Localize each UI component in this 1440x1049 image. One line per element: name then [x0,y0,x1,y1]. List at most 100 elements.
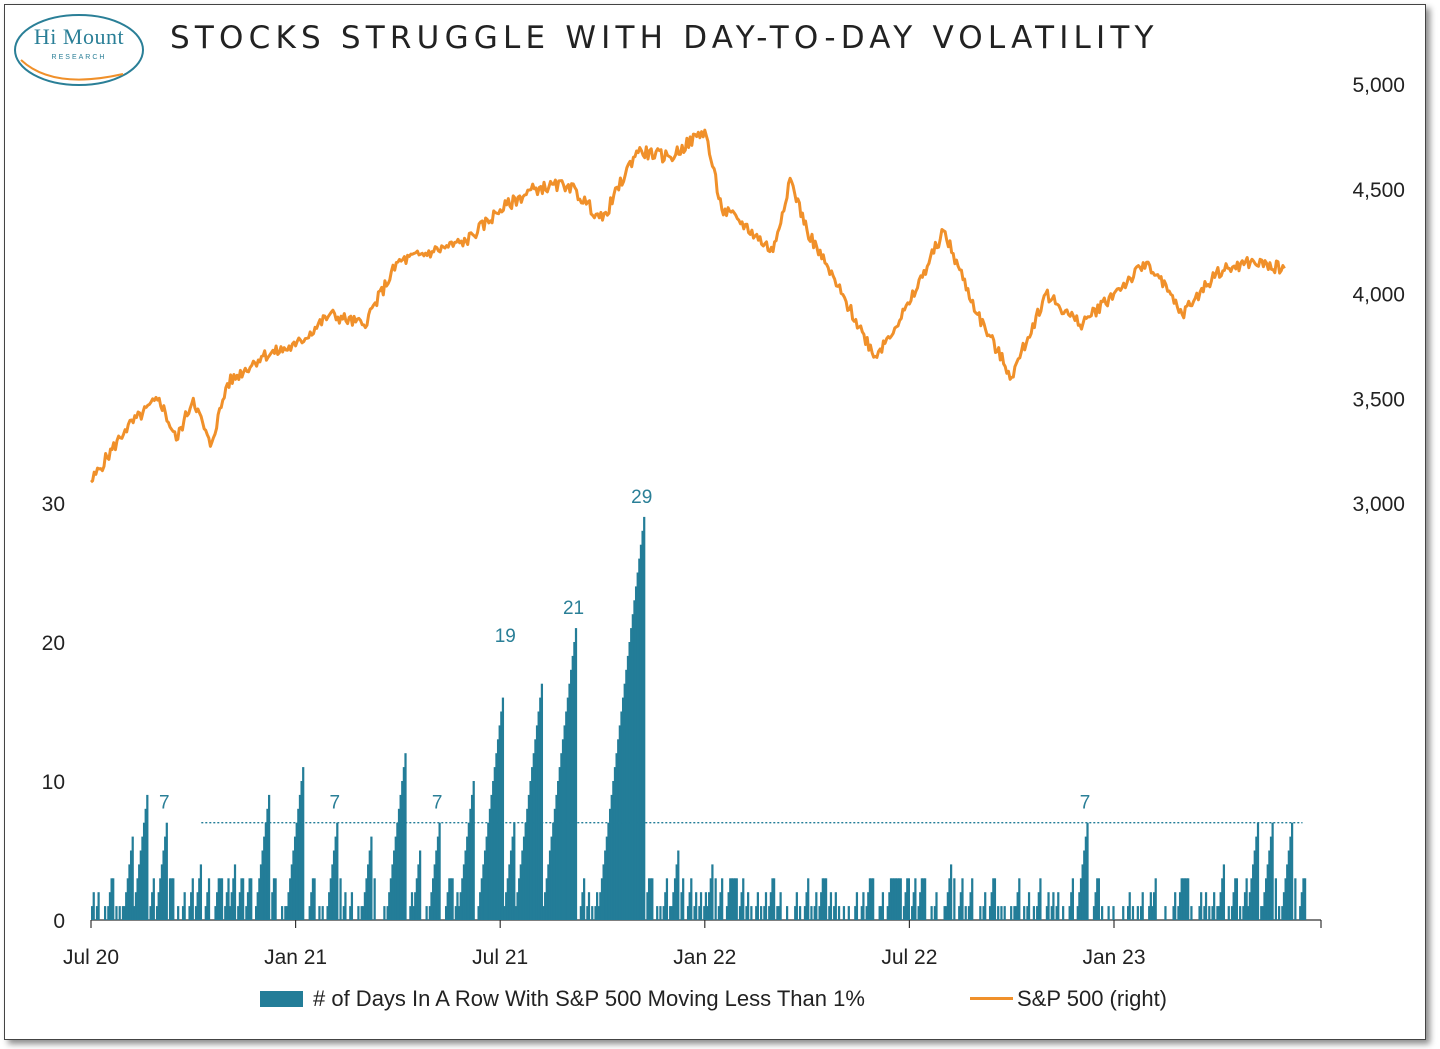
volatility-bar [1032,906,1036,920]
volatility-bar [1284,878,1287,920]
volatility-bar [922,878,925,920]
volatility-bar [703,906,706,920]
volatility-bar [958,906,961,920]
volatility-bar [1265,878,1268,920]
volatility-bar [401,781,404,920]
volatility-bar [670,906,673,920]
x-tick-label: Jan 21 [264,946,327,969]
volatility-bar [402,767,405,920]
volatility-bar [138,864,141,920]
volatility-bar [1057,892,1060,920]
x-tick-label: Jul 20 [63,946,119,969]
volatility-bar [553,808,557,920]
volatility-bar [597,906,600,920]
volatility-bar [891,878,894,920]
volatility-bar [1094,892,1097,920]
volatility-bar [902,906,906,920]
volatility-bar [1221,878,1224,920]
volatility-bar [1235,878,1239,920]
volatility-bar [511,836,514,920]
x-tick-label: Jul 22 [881,946,937,969]
volatility-bar [815,892,818,920]
volatility-bar [146,794,149,920]
volatility-bar [1112,906,1115,920]
volatility-bar [467,822,470,920]
volatility-bar [534,739,537,920]
volatility-bar [216,892,219,920]
volatility-bar [1271,822,1274,920]
volatility-bar [479,892,482,920]
volatility-bar [428,906,431,920]
volatility-bar [656,906,659,920]
volatility-bar [118,906,121,920]
volatility-bar [233,864,237,920]
bar-peak-label: 21 [563,598,584,619]
volatility-bar [680,892,683,920]
volatility-bar [1282,892,1286,920]
volatility-bar [217,878,220,920]
volatility-bar [561,739,565,920]
volatility-bar [501,697,505,920]
volatility-bar [605,836,608,920]
volatility-bar [548,850,552,920]
volatility-bar [982,906,985,920]
volatility-bar [946,892,949,920]
volatility-bar [725,906,729,920]
volatility-bar [919,892,922,920]
volatility-bar [360,906,363,920]
volatility-bar [125,892,128,920]
volatility-bar [1096,878,1099,920]
volatility-bar [1062,906,1065,920]
volatility-bar [172,878,175,920]
volatility-bar [513,822,516,920]
volatility-bar [625,669,628,920]
volatility-bar [1152,892,1156,920]
bar-peak-label: 7 [330,793,341,814]
volatility-bar [461,878,464,920]
volatility-bar [643,516,646,920]
volatility-bar [1154,878,1157,920]
volatility-bar [1026,906,1029,920]
bar-peak-label: 7 [159,793,170,814]
volatility-bar [847,906,850,920]
volatility-bar [139,850,142,920]
volatility-bar [682,878,685,920]
volatility-bar [266,808,269,920]
volatility-bar [412,906,415,920]
volatility-bar [630,628,633,920]
volatility-bar [889,878,893,920]
volatility-bar [487,822,490,920]
volatility-bar [1253,850,1256,920]
volatility-bar [272,878,276,920]
volatility-bar [329,878,332,920]
volatility-bar [103,906,107,920]
volatility-bar [436,836,440,920]
volatility-bar [414,892,417,920]
volatility-bar [170,878,173,920]
volatility-bar [769,892,772,920]
volatility-bar [1302,878,1305,920]
volatility-bar [1245,878,1248,920]
volatility-bar [828,906,831,920]
volatility-bar [1023,906,1026,920]
volatility-bar [865,906,868,920]
volatility-bar [899,878,902,920]
volatility-bar [470,794,474,920]
volatility-bar [574,628,578,920]
volatility-bar [675,864,678,920]
volatility-bar [496,739,500,920]
volatility-bar [344,892,347,920]
volatility-bar [664,892,667,920]
bar-peak-label: 7 [432,793,443,814]
volatility-bar [432,878,435,920]
volatility-bar [868,878,872,920]
volatility-bar [404,753,407,920]
volatility-bar [552,822,555,920]
volatility-bar [521,850,524,920]
volatility-bar [1187,878,1190,920]
volatility-bar [628,642,631,920]
volatility-bar [1266,864,1269,920]
volatility-bar [386,906,389,920]
volatility-bar [1177,906,1180,920]
